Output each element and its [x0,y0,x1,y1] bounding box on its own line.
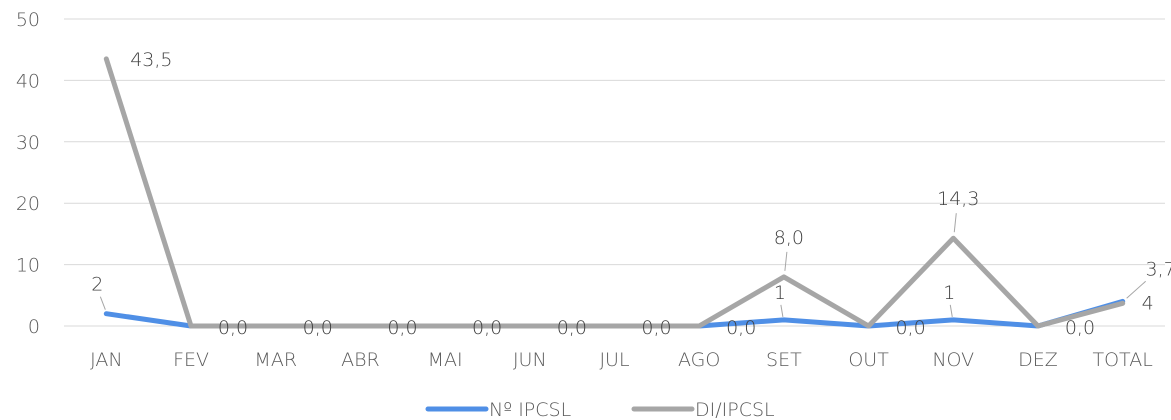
x-tick-label: JAN [90,349,122,371]
data-labels: 2 43,5 0,0 0,0 0,0 0,0 0,0 0,0 0,0 1 8,0 0,0 1 14,3 0,… [91,49,1171,339]
x-tick-label: JUN [513,349,547,371]
label-leader-line [780,304,784,317]
data-label-diipcsl: 0,0 [218,317,248,339]
label-leader-line [953,213,957,233]
data-label-nipcsl: 1 [943,282,955,304]
data-label-nipcsl: 1 [774,282,786,304]
x-tick-label: MAI [428,349,463,371]
data-label-diipcsl: 0,0 [726,317,756,339]
data-label-diipcsl: 0,0 [472,317,502,339]
data-label-diipcsl: 0,0 [895,317,925,339]
series-line-diipcsl [103,56,1126,329]
x-tick-label: SET [766,349,802,371]
x-tick-label: ABR [341,349,380,371]
data-label-diipcsl: 0,0 [557,317,587,339]
label-leader-line [784,251,788,271]
y-tick-label: 50 [16,9,40,31]
label-leader-line [1126,280,1146,299]
data-label-nipcsl: 4 [1142,292,1154,314]
y-tick-label: 10 [16,255,40,277]
data-label-diipcsl: 0,0 [387,317,417,339]
series-lines [103,56,1126,329]
y-tick-label: 20 [16,193,40,215]
data-label-diipcsl: 3,7 [1146,258,1171,280]
x-tick-label: DEZ [1018,349,1058,371]
x-tick-label: MAR [254,349,297,371]
data-label-nipcsl: 2 [91,274,103,296]
y-tick-label: 40 [16,70,40,92]
data-label-diipcsl: 8,0 [774,227,804,249]
legend-label-diipcsl: DI/IPCSL [695,399,775,420]
x-tick-label: OUT [848,349,889,371]
y-tick-label: 0 [28,316,40,338]
y-tick-label: 30 [16,132,40,154]
series-line-nipcsl [103,298,1126,329]
grid-lines [64,18,1165,327]
data-label-diipcsl: 0,0 [1065,317,1095,339]
legend-label-nipcsl: Nº IPCSL [489,399,571,420]
x-tick-label: FEV [173,349,209,371]
x-tick-label: NOV [932,349,974,371]
data-label-diipcsl: 14,3 [937,188,979,210]
x-tick-label: TOTAL [1093,349,1153,371]
data-label-diipcsl: 0,0 [303,317,333,339]
label-leader-line [949,304,953,317]
y-axis: 0 10 20 30 40 50 [16,9,40,338]
x-tick-label: AGO [678,349,720,371]
x-tick-label: JUL [599,349,629,371]
data-label-diipcsl: 43,5 [130,49,172,71]
legend: Nº IPCSL DI/IPCSL [425,399,775,420]
label-leader-line [99,296,106,310]
data-label-diipcsl: 0,0 [641,317,671,339]
x-axis: JAN FEV MAR ABR MAI JUN JUL AGO SET OUT NOV DEZ TOTA… [90,349,1153,371]
